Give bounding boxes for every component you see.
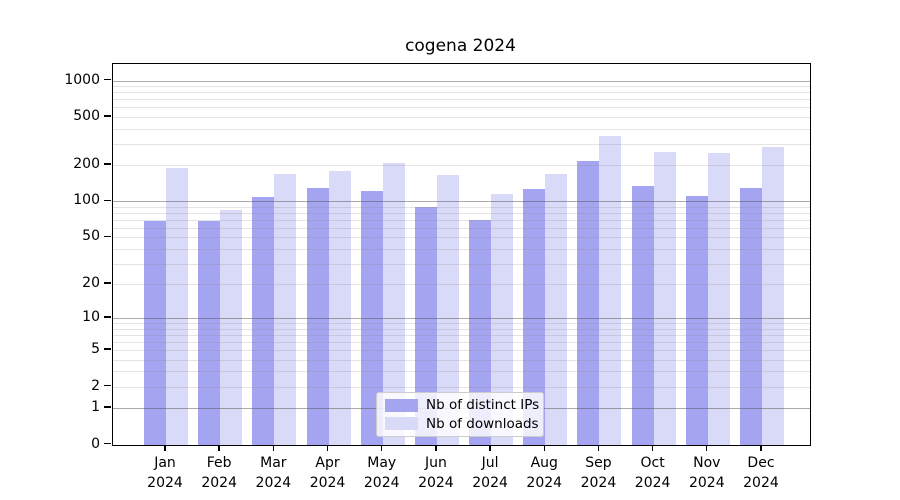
x-tick-label: Sep 2024 bbox=[580, 455, 617, 492]
x-tick-mark bbox=[218, 445, 220, 451]
legend: Nb of distinct IPs Nb of downloads bbox=[376, 392, 544, 437]
y-tick-mark bbox=[104, 406, 111, 408]
x-tick-label: Aug 2024 bbox=[526, 455, 563, 492]
x-tick-label: Jan 2024 bbox=[147, 455, 183, 492]
y-tick-mark bbox=[104, 384, 111, 387]
y-tick-mark bbox=[104, 163, 111, 165]
bar-nb-of-distinct-ips bbox=[252, 197, 275, 445]
y-tick-mark bbox=[104, 316, 111, 318]
bar-nb-of-downloads bbox=[545, 174, 568, 445]
y-tick-label: 200 bbox=[73, 156, 100, 173]
distinct-ips-swatch-icon bbox=[385, 398, 418, 412]
y-tick-label: 100 bbox=[73, 192, 100, 209]
x-tick-label: Jul 2024 bbox=[472, 455, 508, 492]
bar-nb-of-downloads bbox=[274, 173, 297, 445]
x-tick-mark bbox=[489, 445, 491, 451]
x-tick-mark bbox=[326, 445, 329, 451]
x-tick-mark bbox=[597, 445, 600, 451]
y-tick-label: 0 bbox=[91, 435, 100, 452]
y-tick-label: 5 bbox=[91, 341, 100, 358]
bar-nb-of-downloads bbox=[653, 151, 676, 445]
x-tick-label: Feb 2024 bbox=[201, 455, 237, 492]
bar-nb-of-distinct-ips bbox=[198, 221, 221, 445]
y-tick-label: 10 bbox=[82, 309, 100, 326]
y-tick-mark bbox=[104, 235, 111, 238]
bar-nb-of-distinct-ips bbox=[577, 161, 600, 445]
x-tick-label: Nov 2024 bbox=[688, 455, 725, 492]
x-tick-mark bbox=[543, 445, 545, 451]
legend-label-downloads: Nb of downloads bbox=[426, 415, 539, 432]
bar-nb-of-distinct-ips bbox=[685, 195, 708, 445]
x-tick-label: May 2024 bbox=[363, 455, 400, 492]
y-tick-label: 1 bbox=[91, 398, 100, 415]
legend-label-distinct-ips: Nb of distinct IPs bbox=[426, 397, 540, 414]
bar-nb-of-downloads bbox=[436, 175, 459, 445]
bar-nb-of-distinct-ips bbox=[414, 207, 437, 445]
bar-nb-of-distinct-ips bbox=[631, 186, 654, 445]
y-tick-mark bbox=[104, 348, 111, 350]
x-tick-label: Apr 2024 bbox=[309, 455, 346, 492]
bar-nb-of-downloads bbox=[382, 163, 405, 445]
bar-nb-of-downloads bbox=[707, 153, 730, 445]
bars-layer bbox=[113, 64, 810, 445]
x-tick-mark bbox=[651, 445, 654, 451]
bar-nb-of-downloads bbox=[328, 170, 351, 445]
plot-area bbox=[112, 63, 811, 446]
chart-title: cogena 2024 bbox=[405, 36, 516, 56]
x-tick-mark bbox=[381, 445, 383, 451]
x-tick-mark bbox=[272, 445, 275, 451]
x-tick-mark bbox=[164, 445, 166, 451]
x-tick-label: Mar 2024 bbox=[255, 455, 292, 492]
x-tick-label: Dec 2024 bbox=[743, 455, 779, 492]
y-tick-label: 500 bbox=[73, 107, 100, 124]
downloads-swatch-icon bbox=[385, 417, 418, 431]
bar-nb-of-downloads bbox=[491, 193, 514, 445]
bar-nb-of-distinct-ips bbox=[739, 188, 762, 445]
bar-nb-of-distinct-ips bbox=[144, 221, 166, 445]
bar-nb-of-distinct-ips bbox=[523, 188, 546, 445]
x-tick-mark bbox=[706, 445, 708, 451]
y-tick-label: 50 bbox=[82, 228, 100, 245]
bar-nb-of-distinct-ips bbox=[360, 190, 383, 445]
y-tick-mark bbox=[104, 442, 111, 445]
bar-nb-of-downloads bbox=[220, 210, 243, 445]
y-tick-mark bbox=[104, 78, 111, 81]
bar-nb-of-downloads bbox=[599, 136, 622, 445]
legend-row-distinct-ips: Nb of distinct IPs bbox=[385, 397, 539, 413]
y-tick-label: 20 bbox=[82, 275, 100, 292]
y-tick-label: 1000 bbox=[64, 71, 100, 88]
x-tick-mark bbox=[760, 445, 762, 451]
y-tick-label: 2 bbox=[91, 377, 100, 394]
y-tick-mark bbox=[104, 115, 111, 117]
bar-nb-of-distinct-ips bbox=[306, 187, 329, 445]
bar-nb-of-distinct-ips bbox=[469, 219, 492, 445]
y-tick-mark bbox=[104, 282, 111, 284]
x-tick-mark bbox=[435, 445, 437, 451]
bar-nb-of-downloads bbox=[166, 167, 188, 445]
y-tick-mark bbox=[104, 199, 111, 202]
x-tick-label: Oct 2024 bbox=[634, 455, 671, 492]
bar-nb-of-downloads bbox=[761, 147, 784, 445]
legend-row-downloads: Nb of downloads bbox=[385, 416, 539, 432]
x-tick-label: Jun 2024 bbox=[418, 455, 454, 492]
